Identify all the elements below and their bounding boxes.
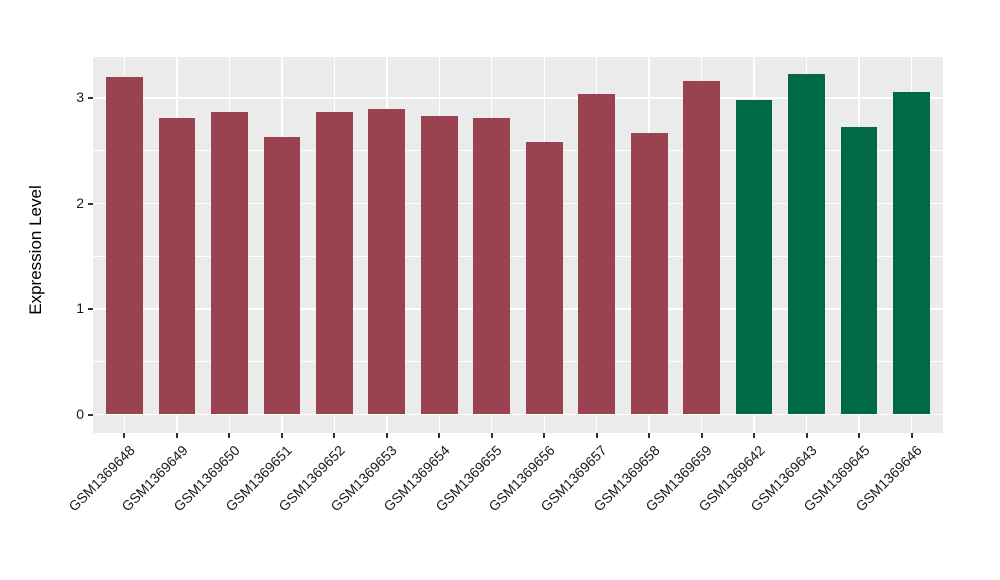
y-tick-label-0: 0 [76,406,84,422]
gridline-major-y-3 [93,97,943,99]
bar-GSM1369651 [263,137,301,414]
bar-GSM1369652 [315,111,353,414]
bar-GSM1369658 [630,133,668,414]
bar-GSM1369648 [106,77,143,414]
x-tick-mark-GSM1369652 [333,433,336,438]
bar-GSM1369657 [578,94,616,414]
y-tick-mark-0 [88,413,93,416]
x-tick-mark-GSM1369642 [753,433,756,438]
x-tick-mark-GSM1369653 [385,433,388,438]
x-tick-mark-GSM1369655 [490,433,493,438]
x-tick-mark-GSM1369643 [805,433,808,438]
y-tick-mark-3 [88,96,93,99]
gridline-major-y-2 [93,202,943,205]
y-tick-mark-1 [88,308,93,311]
bar-GSM1369653 [368,108,406,414]
x-tick-mark-GSM1369657 [595,433,598,438]
x-tick-mark-GSM1369658 [648,433,651,438]
bar-GSM1369645 [840,126,878,414]
gridline-minor-y-1.5 [93,255,943,257]
x-tick-mark-GSM1369656 [543,433,546,438]
bar-GSM1369649 [158,118,196,414]
y-tick-mark-2 [88,202,93,205]
y-tick-label-2: 2 [76,194,84,211]
x-tick-mark-GSM1369648 [123,433,126,438]
bar-GSM1369642 [735,100,773,414]
x-tick-mark-GSM1369654 [438,433,441,438]
bar-GSM1369659 [683,81,720,414]
x-tick-mark-GSM1369645 [858,433,861,438]
x-tick-mark-GSM1369650 [228,433,231,438]
bar-GSM1369656 [525,141,563,414]
bar-GSM1369643 [788,73,825,414]
x-tick-mark-GSM1369649 [175,433,178,438]
gridline-major-y-1 [93,308,943,310]
x-tick-mark-GSM1369646 [910,433,913,438]
y-tick-label-1: 1 [76,300,84,317]
gridline-major-y-0 [93,414,943,416]
y-tick-label-3: 3 [76,89,84,106]
bar-GSM1369646 [893,91,930,414]
bar-GSM1369654 [420,116,458,414]
bar-GSM1369650 [211,111,248,414]
gridline-minor-y-0.5 [93,361,943,362]
gridline-minor-y-2.5 [93,150,943,151]
plot-panel [93,57,943,433]
bar-GSM1369655 [473,118,511,414]
x-tick-mark-GSM1369659 [700,433,703,438]
x-tick-mark-GSM1369651 [280,433,283,438]
